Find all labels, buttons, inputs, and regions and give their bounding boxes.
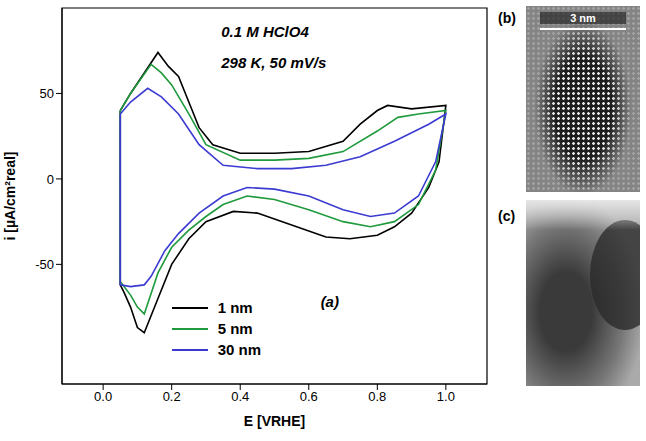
- svg-text:-50: -50: [35, 257, 54, 272]
- svg-text:(a): (a): [321, 293, 339, 310]
- svg-text:298 K, 50 mV/s: 298 K, 50 mV/s: [220, 54, 326, 71]
- svg-text:1.0: 1.0: [437, 389, 455, 404]
- svg-text:0: 0: [47, 172, 54, 187]
- svg-text:0.2: 0.2: [163, 389, 181, 404]
- svg-text:50: 50: [40, 86, 54, 101]
- svg-text:E [VRHE]: E [VRHE]: [244, 413, 305, 429]
- svg-text:0.1 M HClO4: 0.1 M HClO4: [221, 23, 309, 40]
- svg-text:i [µA/cm²real]: i [µA/cm²real]: [2, 152, 18, 241]
- html-text:5 nm: 5 nm: [217, 320, 253, 337]
- svg-text:0.4: 0.4: [231, 389, 249, 404]
- html-text:30 nm: 30 nm: [217, 341, 261, 358]
- html-text:(c): (c): [498, 208, 516, 224]
- html-text:(b): (b): [498, 10, 516, 26]
- svg-text:0.6: 0.6: [300, 389, 318, 404]
- svg-text:0.8: 0.8: [368, 389, 386, 404]
- html-text:1 nm: 1 nm: [217, 299, 253, 316]
- svg-text:0.0: 0.0: [94, 389, 112, 404]
- html-text:3 nm: 3 nm: [570, 12, 596, 24]
